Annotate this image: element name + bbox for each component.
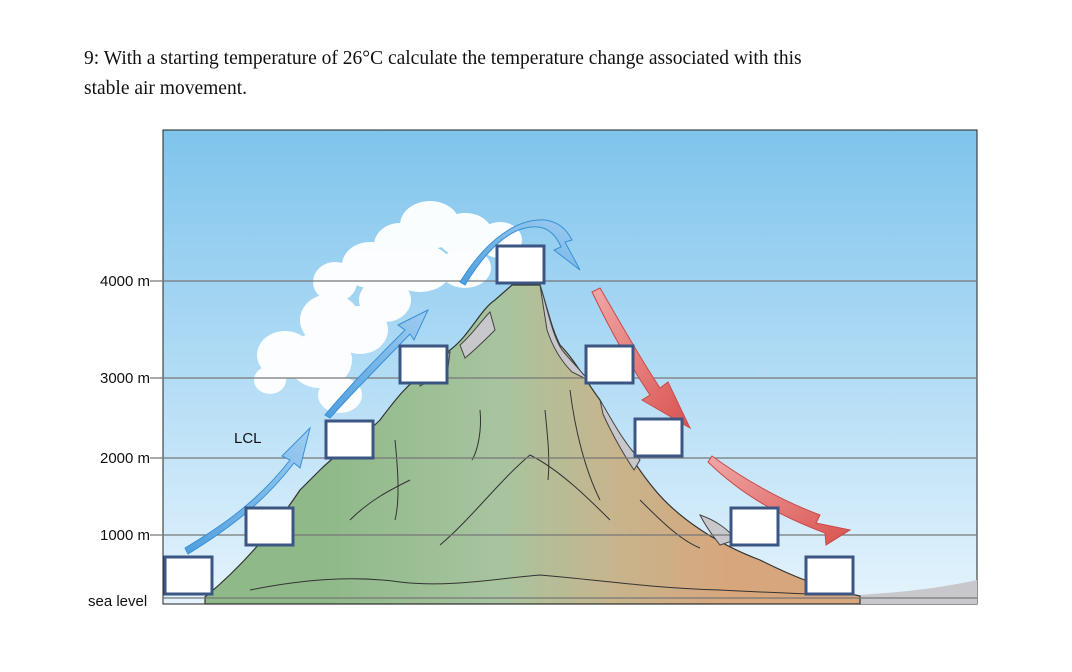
answer-box-summit-4000m[interactable] bbox=[495, 244, 546, 285]
altitude-label-4000: 4000 m bbox=[100, 273, 150, 290]
question-line-2: stable air movement. bbox=[84, 78, 247, 99]
descending-air-arrows bbox=[591, 287, 852, 546]
altitude-label-2000: 2000 m bbox=[100, 450, 150, 467]
answer-box-end-sea-level[interactable] bbox=[804, 555, 855, 596]
question-line-1: 9: With a starting temperature of 26°C c… bbox=[84, 48, 802, 69]
answer-box-leeward-3000m[interactable] bbox=[584, 344, 635, 385]
ascending-air-arrows bbox=[184, 219, 581, 555]
descending-arrow-lower bbox=[707, 455, 852, 546]
answer-box-leeward-2000m[interactable] bbox=[633, 417, 684, 458]
ascending-arrow-summit bbox=[459, 219, 581, 286]
lcl-label: LCL bbox=[234, 430, 262, 447]
answer-box-start-sea-level[interactable] bbox=[163, 555, 214, 596]
answer-box-windward-3000m[interactable] bbox=[398, 344, 449, 385]
answer-box-windward-2000m-lcl[interactable] bbox=[324, 419, 375, 460]
ascending-arrow-lower bbox=[184, 426, 311, 555]
altitude-label-sea-level: sea level bbox=[88, 593, 147, 610]
altitude-label-3000: 3000 m bbox=[100, 370, 150, 387]
cloud-mass bbox=[254, 201, 522, 413]
descending-arrow-upper bbox=[591, 287, 692, 430]
answer-box-windward-1000m[interactable] bbox=[244, 506, 295, 547]
question-text: 9: With a starting temperature of 26°C c… bbox=[84, 44, 984, 104]
ridge-lines bbox=[249, 389, 841, 596]
answer-box-leeward-1000m[interactable] bbox=[729, 506, 780, 547]
ascending-arrow-middle bbox=[324, 308, 430, 419]
altitude-label-1000: 1000 m bbox=[100, 527, 150, 544]
